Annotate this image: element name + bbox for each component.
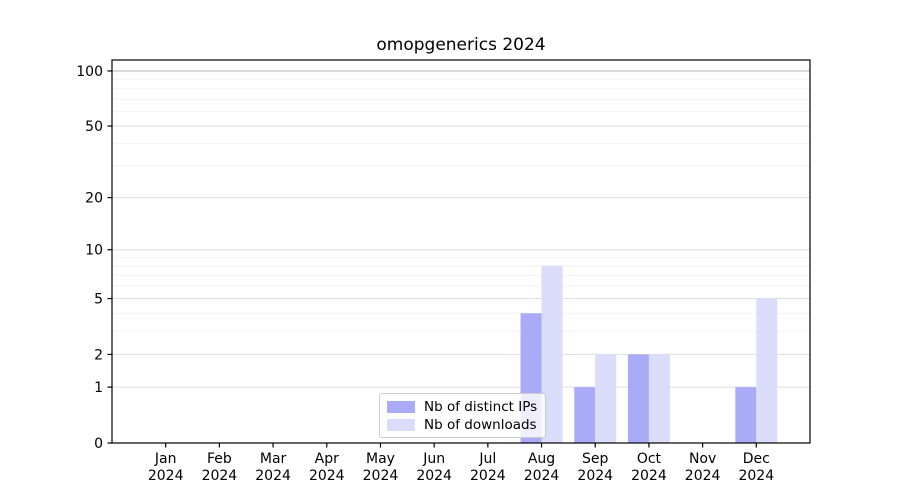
x-tick-label-month: Jan	[154, 451, 177, 467]
x-tick-label-year: 2024	[738, 468, 774, 484]
x-tick-label-month: May	[366, 451, 395, 467]
y-tick-label: 5	[94, 292, 103, 308]
y-tick-label: 100	[76, 64, 103, 80]
y-tick-label: 10	[85, 243, 103, 259]
x-tick-label-year: 2024	[577, 468, 613, 484]
x-tick-label-year: 2024	[202, 468, 238, 484]
legend-label-distinct-ips: Nb of distinct IPs	[424, 399, 538, 415]
x-tick-label-year: 2024	[416, 468, 452, 484]
legend-swatch-downloads	[387, 419, 415, 431]
x-tick-label-month: Nov	[689, 451, 716, 467]
y-tick-label: 0	[94, 436, 103, 452]
x-tick-label-year: 2024	[363, 468, 399, 484]
bar-aug-series1	[541, 265, 563, 443]
bar-oct-series1	[648, 354, 670, 443]
x-tick-label-year: 2024	[685, 468, 721, 484]
legend-item-downloads: Nb of downloads	[387, 417, 537, 433]
bar-sep-series0	[574, 387, 596, 443]
x-tick-label-month: Jun	[422, 451, 445, 467]
bar-oct-series0	[627, 354, 649, 443]
x-tick-label-year: 2024	[148, 468, 184, 484]
x-tick-label-month: Aug	[528, 451, 555, 467]
chart-title: omopgenerics 2024	[376, 35, 546, 55]
bar-dec-series1	[756, 298, 778, 443]
axes-spines	[111, 59, 811, 444]
x-tick-label-month: Oct	[637, 451, 662, 467]
y-tick-label: 20	[85, 191, 103, 207]
y-tick-label: 1	[94, 380, 103, 396]
legend-swatch-distinct-ips	[387, 401, 415, 413]
x-tick-label-month: Dec	[743, 451, 770, 467]
y-tick-label: 50	[85, 119, 103, 135]
legend: Nb of distinct IPs Nb of downloads	[379, 393, 546, 438]
x-tick-label-month: Feb	[207, 451, 232, 467]
x-tick-label-year: 2024	[470, 468, 506, 484]
x-tick-label-month: Jul	[478, 451, 496, 467]
x-tick-label-year: 2024	[309, 468, 345, 484]
bar-sep-series1	[595, 354, 617, 443]
bar-dec-series0	[735, 387, 757, 443]
x-tick-label-year: 2024	[524, 468, 560, 484]
x-tick-label-year: 2024	[631, 468, 667, 484]
x-tick-label-month: Sep	[582, 451, 609, 467]
x-tick-label-month: Mar	[260, 451, 287, 467]
x-tick-label-year: 2024	[255, 468, 291, 484]
legend-label-downloads: Nb of downloads	[424, 417, 537, 433]
y-tick-label: 2	[94, 347, 103, 363]
x-tick-label-month: Apr	[315, 451, 339, 467]
legend-item-distinct-ips: Nb of distinct IPs	[387, 399, 537, 415]
